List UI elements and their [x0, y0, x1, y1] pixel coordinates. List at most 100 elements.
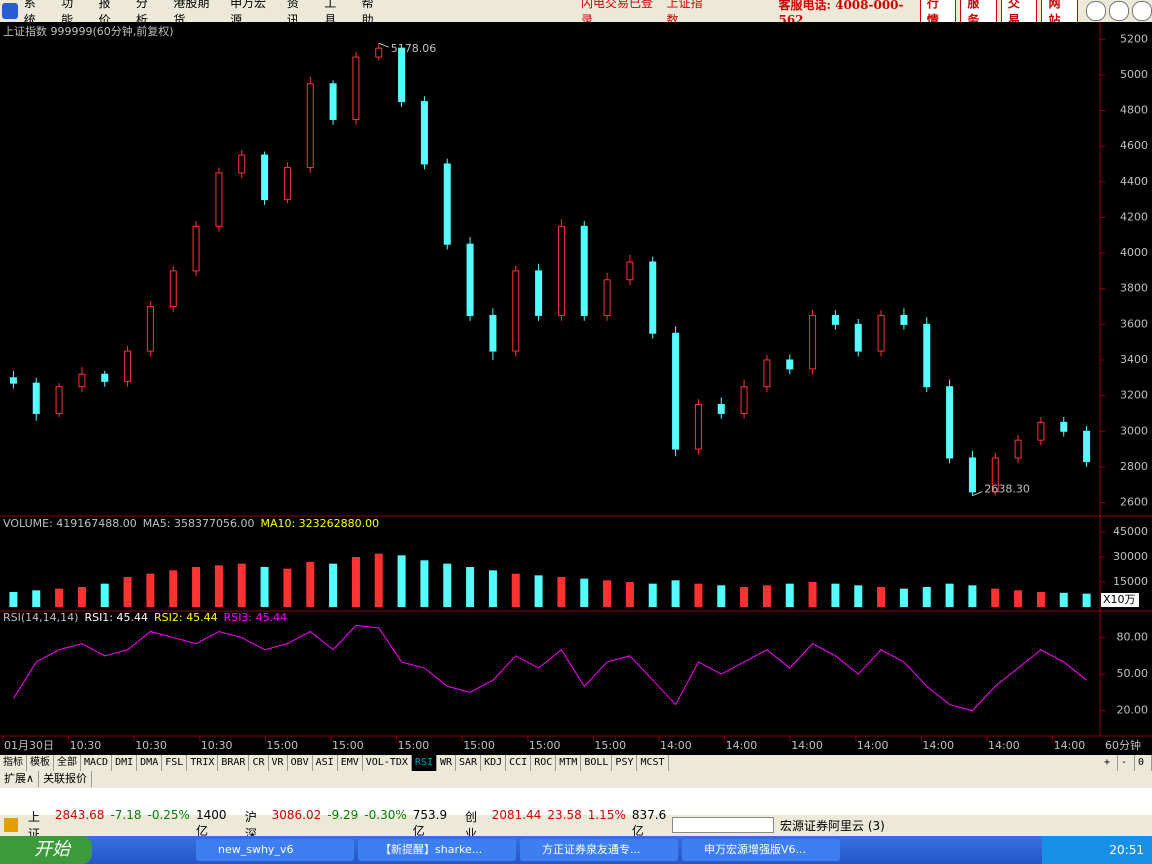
volume-bar: [648, 583, 657, 607]
indicator-tab[interactable]: MCST: [637, 755, 669, 771]
task-window[interactable]: 申万宏源增强版V6...: [682, 839, 840, 861]
volume-bar: [55, 588, 64, 607]
task-window[interactable]: 【新提醒】sharke...: [358, 839, 516, 861]
y-tick-label: 5200: [1120, 32, 1148, 45]
x-tick-label: 15:00: [398, 739, 430, 752]
candle-body: [32, 382, 40, 414]
indicator-tab[interactable]: RSI: [411, 755, 437, 771]
indicator-tab[interactable]: VR: [269, 755, 288, 771]
indicator-tab[interactable]: OBV: [288, 755, 313, 771]
indicator-tab[interactable]: MTM: [556, 755, 582, 771]
candle-body: [489, 314, 497, 352]
candle-body: [306, 83, 314, 169]
candle-body: [877, 314, 885, 352]
quote: 23.58: [547, 808, 582, 822]
chart-title: 上证指数 999999(60分钟,前复权): [3, 24, 174, 38]
x-tick-label: 15:00: [594, 739, 626, 752]
quote: -0.25%: [147, 808, 190, 822]
taskbar: 开始 new_swhy_v6 【新提醒】sharke... 方正证券泉友通专... 申…: [0, 836, 1152, 864]
candle-body: [146, 306, 154, 352]
legend-entry: RSI2: 45.44: [154, 611, 218, 624]
indicator-tab[interactable]: FSL: [162, 755, 188, 771]
x-tick-label: 01月30日: [4, 739, 54, 752]
y-tick-label: 20.00: [1117, 704, 1149, 717]
clock: 20:51: [1042, 836, 1152, 864]
x-tick-label: 14:00: [660, 739, 692, 752]
indicator-tab[interactable]: 模板: [27, 755, 54, 771]
candle-body: [9, 377, 17, 384]
volume-bar: [785, 583, 794, 607]
indicator-tab[interactable]: DMA: [137, 755, 163, 771]
start-button[interactable]: 开始: [0, 836, 92, 864]
x-tick-label: 14:00: [857, 739, 889, 752]
volume-bar: [237, 563, 246, 607]
x-tick-label: 14:00: [1054, 739, 1086, 752]
volume-bar: [192, 567, 201, 607]
indicator-tab[interactable]: CR: [249, 755, 269, 771]
indicator-tab[interactable]: BOLL: [581, 755, 613, 771]
indicator-tab[interactable]: 指标: [0, 755, 27, 771]
rsi-line: [12, 624, 1087, 712]
close[interactable]: [1132, 1, 1152, 21]
indicator-tab[interactable]: TRIX: [187, 755, 219, 771]
annotation: 5178.06: [391, 42, 437, 55]
volume-bar: [420, 560, 429, 607]
y-tick-label: 15000: [1113, 575, 1148, 588]
volume-bar: [580, 578, 589, 607]
quotes: 上证 2843.68 -7.18 -0.25% 1400亿 沪深 3086.02 -9.29-…: [22, 808, 672, 842]
candle-body: [420, 101, 428, 165]
indicator-tab[interactable]: CCI: [506, 755, 532, 771]
volume-bar: [740, 587, 749, 607]
candle-body: [192, 225, 200, 272]
indicator-tab[interactable]: DMI: [112, 755, 138, 771]
volume-bar: [77, 587, 86, 607]
sub-tab[interactable]: 扩展∧: [0, 771, 40, 787]
indicator-tab[interactable]: KDJ: [481, 755, 507, 771]
candle-body: [900, 314, 908, 325]
candle-body: [991, 457, 999, 493]
annotation-leader: [972, 491, 983, 497]
minimize[interactable]: [1086, 1, 1107, 21]
sub-tab[interactable]: 关联报价: [39, 771, 93, 787]
quote: 2081.44: [491, 808, 542, 822]
y-tick-label: 30000: [1113, 550, 1148, 563]
legend-entry: MA5: 358377056.00: [143, 517, 255, 530]
volume-bar: [397, 555, 406, 607]
indicator-tab[interactable]: BRAR: [218, 755, 250, 771]
indicator-tab[interactable]: PSY: [612, 755, 638, 771]
volume-bar: [877, 587, 886, 607]
candle-body: [786, 359, 794, 370]
indicator-tab[interactable]: WR: [437, 755, 457, 771]
candle-body: [1037, 421, 1045, 441]
restore[interactable]: [1109, 1, 1130, 21]
candle-body: [831, 314, 839, 325]
task-window[interactable]: new_swhy_v6: [196, 839, 354, 861]
indicator-tab[interactable]: VOL-TDX: [363, 755, 412, 771]
legend-entry: VOLUME: 419167488.00: [3, 517, 137, 530]
server: 宏源证券阿里云 (3): [780, 818, 885, 833]
candle-body: [968, 457, 976, 493]
volume-bar: [351, 557, 360, 607]
indicator-tab[interactable]: MACD: [81, 755, 113, 771]
task-window[interactable]: 方正证券泉友通专...: [520, 839, 678, 861]
app-icon: [2, 3, 18, 19]
zoom-button[interactable]: -: [1118, 755, 1135, 771]
indicator-tab[interactable]: SAR: [456, 755, 482, 771]
chart-area: 上证指数 999999(60分钟,前复权) 2600 2800 3000 3200 340…: [0, 22, 1152, 755]
volume-bar: [260, 567, 269, 607]
volume-bar: [214, 565, 223, 607]
quote: -7.18: [110, 808, 142, 822]
candle-body: [78, 373, 86, 388]
indicator-tab[interactable]: EMV: [338, 755, 363, 771]
indicator-tab[interactable]: 全部: [54, 755, 81, 771]
window-controls: [1086, 1, 1152, 21]
zoom-button[interactable]: +: [1101, 755, 1118, 771]
volume-bar: [1014, 590, 1023, 607]
zoom-button[interactable]: 0: [1135, 755, 1152, 771]
quote: 837.6亿: [631, 808, 667, 838]
volume-bar: [283, 568, 292, 607]
x-tick-label: 14:00: [726, 739, 758, 752]
indicator-tab[interactable]: ASI: [313, 755, 338, 771]
indicator-tab[interactable]: ROC: [531, 755, 557, 771]
volume-bar: [899, 588, 908, 607]
